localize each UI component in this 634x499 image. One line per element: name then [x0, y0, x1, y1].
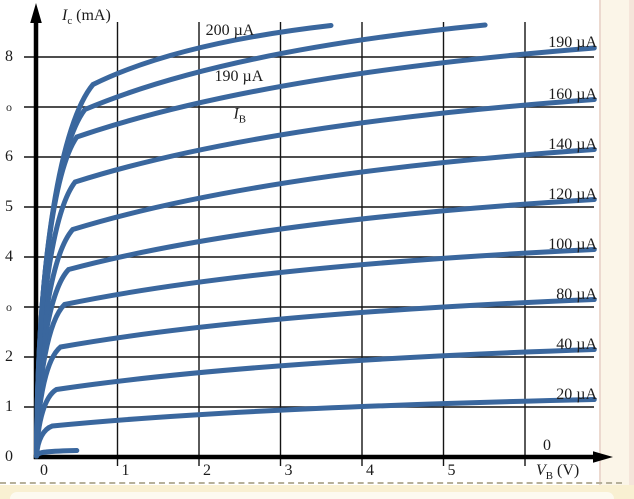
y-tick-label: o	[6, 300, 12, 314]
curve-label-190ua: 190 µA	[214, 68, 264, 85]
page-margin-right	[599, 0, 634, 499]
y-tick-label: 6	[5, 148, 13, 165]
y-tick-label: 5	[5, 198, 13, 215]
curve-label-40ua: 40 µA	[556, 335, 597, 353]
x-axis-title: VB (V)	[536, 463, 579, 482]
curve-ib-40ua	[34, 347, 597, 459]
x-tick-label: 2	[203, 462, 211, 479]
y-tick-label: 2	[5, 348, 13, 365]
y-tick-label: 0	[5, 448, 13, 465]
curve-label-0ua: 0	[543, 437, 551, 454]
x-tick-label: 1	[121, 462, 130, 479]
x-tick-label: 3	[284, 462, 293, 479]
y-axis-arrow-icon	[30, 3, 42, 23]
curve-ib-20ua	[34, 397, 597, 459]
y-tick-label: 4	[5, 248, 13, 265]
curve-label-20ua: 20 µA	[556, 385, 597, 403]
x-tick-label: 5	[447, 462, 456, 479]
curve-label-200ua: 200 µA	[205, 22, 255, 39]
y-axis-title: Ic (mA)	[62, 8, 111, 27]
x-axis-symbol: V	[536, 462, 546, 479]
curve-ib-200ua	[34, 23, 334, 459]
page-edge-stripe	[629, 0, 634, 499]
y-axis-symbol: I	[62, 7, 68, 24]
curve-label-190ua: 190 µA	[548, 34, 597, 51]
x-tick-label: 4	[366, 462, 374, 479]
x-axis-arrow-icon	[593, 451, 613, 463]
curve-ib-120ua	[34, 197, 597, 459]
y-axis-subscript: c	[67, 15, 73, 28]
y-tick-label: 1	[5, 398, 13, 415]
curve-label-140ua: 140 µA	[548, 135, 597, 153]
y-axis-unit: (mA)	[72, 7, 111, 24]
family-label-ib: IB	[233, 105, 247, 126]
dotted-divider	[0, 482, 622, 484]
curve-label-120ua: 120 µA	[548, 185, 597, 203]
curve-label-80ua: 80 µA	[556, 285, 597, 303]
y-tick-label: o	[6, 100, 12, 114]
page-margin-bottom	[0, 485, 634, 499]
x-axis-unit: (V)	[553, 462, 580, 479]
curve-label-100ua: 100 µA	[548, 235, 597, 253]
curve-label-160ua: 160 µA	[548, 85, 597, 103]
x-axis-subscript: B	[545, 470, 554, 483]
y-tick-label: 8	[5, 48, 13, 65]
curve-ib-80ua	[34, 297, 597, 459]
page-content-box	[10, 492, 614, 499]
x-tick-label: 0	[40, 462, 48, 479]
